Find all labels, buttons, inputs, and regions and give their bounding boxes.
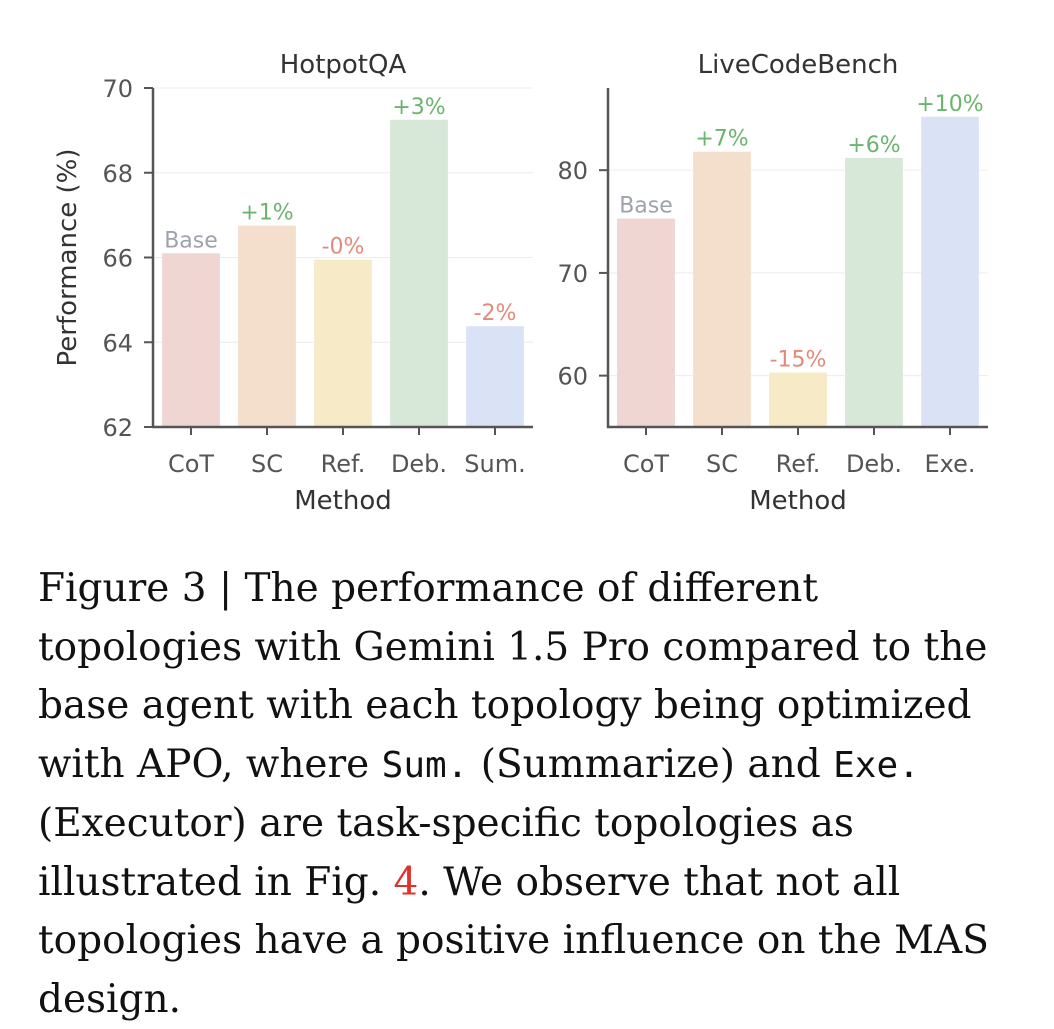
caption-code-sum: Sum. (381, 744, 469, 786)
chart1-bar (390, 119, 448, 427)
caption-prefix: Figure 3 | The performance of different … (38, 566, 988, 787)
chart1-x-tick-label: Deb. (391, 450, 447, 478)
chart1-x-tick-label: SC (251, 450, 283, 478)
chart2-bar (921, 116, 979, 427)
caption-code-exe: Exe. (833, 744, 920, 786)
chart1-bar (162, 253, 220, 427)
chart2-x-tick-label: Exe. (924, 450, 975, 478)
figure-charts: Base CoT +1% SC -0% Ref. +3% Deb. -2% Sum. 62 64 66 6… (53, 50, 988, 516)
chart1-bar (238, 225, 296, 427)
chart2-title: LiveCodeBench (698, 50, 899, 80)
chart2-bar (617, 218, 675, 427)
chart1-y-tick-label: 68 (102, 160, 133, 188)
chart1-title: HotpotQA (280, 50, 407, 80)
chart2-y-tick-label: 60 (557, 363, 588, 391)
chart1-data-label: -0% (322, 235, 365, 260)
chart1-y-tick-label: 62 (102, 414, 133, 442)
chart2-y-tick-label: 70 (557, 260, 588, 288)
figure-reference-link[interactable]: 4 (393, 859, 419, 905)
chart2-data-label: Base (619, 193, 673, 218)
chart1-bar (314, 259, 372, 427)
chart1-data-label: -2% (474, 301, 517, 326)
chart1-data-label: +1% (240, 201, 293, 226)
chart2-x-tick-label: Deb. (846, 450, 902, 478)
figure-caption: Figure 3 | The performance of different … (38, 560, 1028, 1029)
chart2-data-label: +6% (847, 133, 900, 158)
caption-mid-1: (Summarize) and (468, 741, 834, 787)
chart2-data-label: +7% (695, 127, 748, 152)
chart2-x-axis-label: Method (749, 486, 847, 516)
chart2-x-tick-label: SC (706, 450, 738, 478)
chart1-bar (466, 326, 524, 427)
chart2-bar (693, 151, 751, 427)
chart1-x-tick-label: Sum. (464, 450, 525, 478)
chart1-y-tick-label: 64 (102, 329, 133, 357)
chart1-data-label: Base (164, 228, 218, 253)
chart2-data-label: +10% (916, 92, 983, 117)
chart2-x-tick-label: Ref. (776, 450, 821, 478)
chart1-y-tick-label: 66 (102, 245, 133, 273)
chart1-data-label: +3% (392, 95, 445, 120)
chart2-data-label: -15% (770, 348, 827, 373)
chart2-y-tick-label: 80 (557, 157, 588, 185)
chart2-bar (769, 372, 827, 427)
chart2-x-tick-label: CoT (623, 450, 669, 478)
chart1-x-axis-label: Method (294, 486, 392, 516)
chart1-x-tick-label: CoT (168, 450, 214, 478)
chart1-x-tick-label: Ref. (321, 450, 366, 478)
chart1-y-axis-label: Performance (%) (53, 148, 83, 366)
chart1-y-tick-label: 70 (102, 75, 133, 103)
caption-mid-2: (Executor) are task-specific topologies … (38, 801, 854, 905)
chart2-bar (845, 157, 903, 427)
caption-suffix: . We observe that not all topologies hav… (38, 859, 989, 1022)
